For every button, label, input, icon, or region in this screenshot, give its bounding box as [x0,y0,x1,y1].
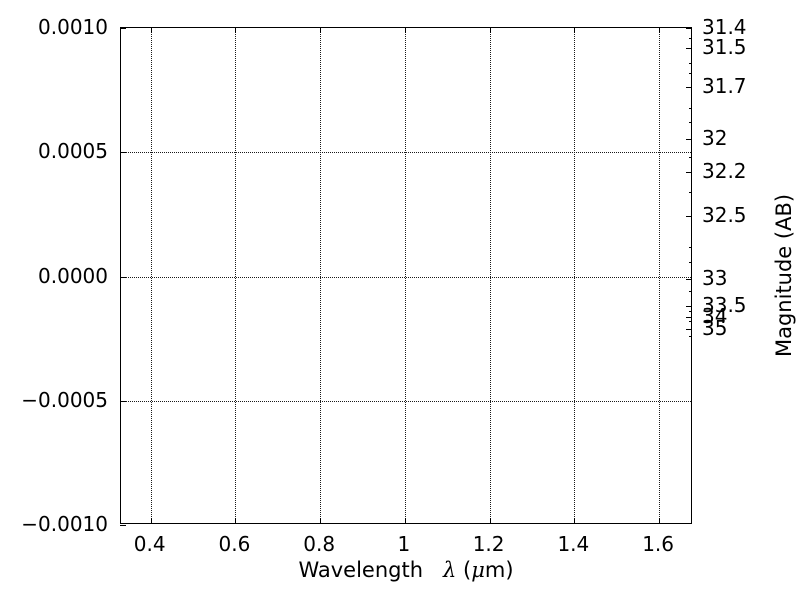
y-tick-mark-right [686,48,692,50]
x-tick-label: 1 [397,532,411,556]
x-tick-mark-top [150,27,152,33]
y-tick-label-left: 0.0000 [38,263,108,288]
gridline-horizontal [121,400,691,402]
y-tick-label-right: 32.5 [702,203,747,228]
x-tick-label: 1.2 [472,532,505,556]
y-tick-mark-right [686,278,692,280]
y-tick-mark-right-minor [688,107,692,109]
x-tick-label: 0.6 [218,532,251,556]
y-tick-mark-left [120,400,126,402]
x-tick-mark [659,518,661,524]
x-axis-label: Wavelength λ (μm) [120,560,692,581]
y-tick-mark-right-minor [688,62,692,64]
y-tick-mark-right-minor [688,122,692,124]
y-tick-mark-left [120,28,126,29]
y-axis-right-label: Magnitude (AB) [772,193,796,358]
y-tick-mark-right-minor [688,72,692,74]
gridline-horizontal [121,152,691,154]
x-tick-label: 0.4 [133,532,166,556]
x-axis-unit: (μm) [463,558,514,582]
y-tick-mark-right-minor [688,291,692,293]
y-tick-mark-right-minor [688,246,692,248]
y-tick-mark-right-minor [688,157,692,159]
y-tick-mark-right [686,216,692,218]
x-tick-mark-top [574,27,576,33]
gridline-vertical [574,28,576,523]
y-tick-mark-right-minor [688,37,692,39]
y-tick-mark-right [686,86,692,88]
x-tick-mark-top [659,27,661,33]
gridline-vertical [659,28,661,523]
y-tick-mark-left [120,152,126,154]
y-tick-mark-right [686,306,692,308]
x-axis-label-text: Wavelength [298,558,424,582]
y-tick-label-right: 32.2 [702,158,747,183]
y-tick-label-right: 33 [702,265,728,290]
gridline-horizontal [121,276,691,278]
x-tick-mark [235,518,237,524]
y-tick-mark-right [686,329,692,331]
y-tick-mark-right [686,28,692,29]
y-tick-mark-right-minor [688,192,692,193]
x-tick-label: 1.4 [557,532,590,556]
y-tick-label-right: 31.4 [702,15,747,39]
y-tick-mark-right [686,139,692,141]
gridline-vertical [320,28,322,523]
x-tick-mark [320,518,322,524]
y-tick-label-right: 34 [702,304,728,329]
x-tick-mark [489,518,491,524]
x-tick-mark-top [489,27,491,33]
x-tick-mark-top [404,27,406,33]
y-tick-mark-right-minor [688,311,692,313]
y-tick-label-right: 35 [702,316,728,341]
gridline-vertical [235,28,237,523]
plot-axes-area [120,27,692,526]
y-tick-label-right: 32 [702,126,728,151]
y-tick-label-left: −0.0010 [21,512,108,536]
y-tick-label-right: 31.5 [702,35,747,60]
y-tick-mark-right [686,171,692,173]
y-tick-label-left: 0.0005 [38,139,108,164]
y-tick-mark-right-minor [688,321,692,323]
y-tick-label-left: −0.0005 [21,387,108,412]
lambda-symbol: λ [443,558,457,582]
x-tick-label: 0.8 [303,532,336,556]
x-tick-mark [404,518,406,524]
gridline-vertical [150,28,152,523]
x-tick-mark-top [235,27,237,33]
y-tick-mark-right [686,317,692,319]
y-tick-label-right: 31.7 [702,73,747,98]
x-tick-mark [150,518,152,524]
y-tick-mark-left [120,525,126,526]
gridline-vertical [489,28,491,523]
y-tick-label-right: 33.5 [702,293,747,318]
x-tick-mark [574,518,576,524]
x-tick-mark-top [320,27,322,33]
y-tick-mark-right-minor [688,261,692,263]
y-tick-label-left: 0.0010 [38,15,108,39]
x-tick-label: 1.6 [642,532,674,556]
y-tick-mark-right-minor [688,336,692,338]
y-tick-mark-left [120,276,126,278]
gridline-vertical [404,28,406,523]
